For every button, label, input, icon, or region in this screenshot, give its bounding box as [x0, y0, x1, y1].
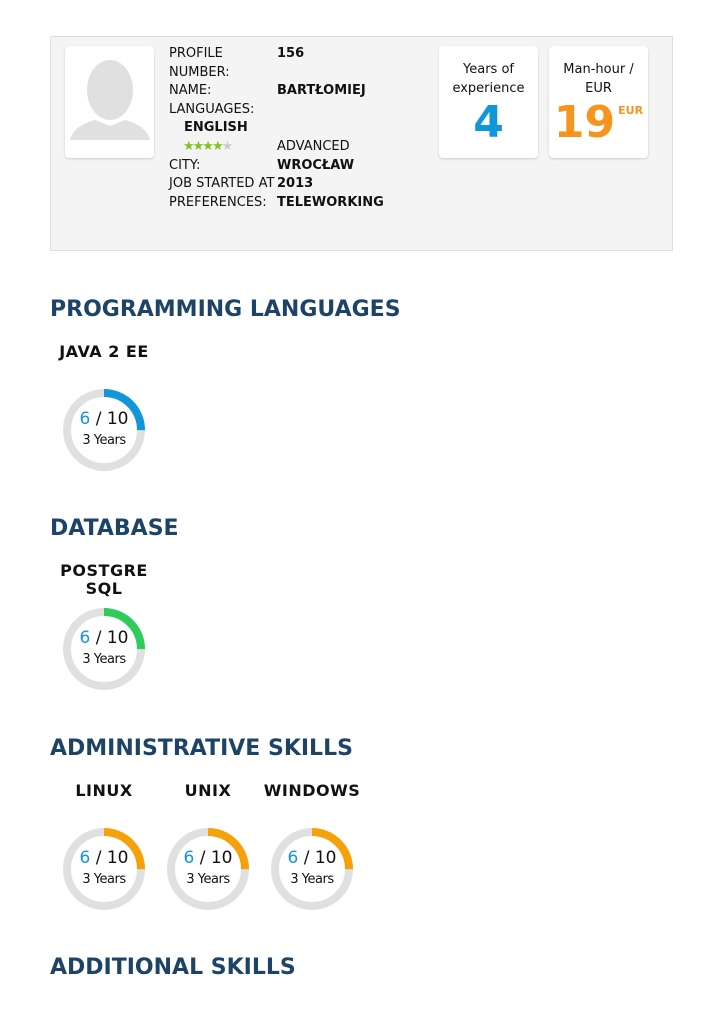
progress-ring	[271, 828, 353, 910]
skill-score: 6	[287, 848, 299, 868]
skill-name: JAVA 2 EE	[59, 342, 149, 361]
skill-name: WINDOWS	[263, 781, 361, 800]
value-city: WROCŁAW	[277, 157, 355, 173]
progress-ring	[63, 828, 145, 910]
rate-box: Man-hour / EUR 19 EUR	[549, 46, 648, 158]
section-heading: PROGRAMMING LANGUAGES	[50, 297, 401, 322]
label-city: CITY:	[169, 157, 201, 173]
star-empty-icon: ★	[221, 138, 234, 154]
value-name: BARTŁOMIEJ	[277, 83, 366, 99]
profile-card: PROFILE NUMBER: 156 NAME: BARTŁOMIEJ LANGU…	[50, 36, 673, 251]
skill-years: 3 Years	[186, 872, 230, 887]
label-preferences: PREFERENCES:	[169, 194, 267, 210]
section-heading: DATABASE	[50, 516, 179, 541]
skill-name: UNIX	[184, 781, 232, 800]
skill-item: UNIX 6 / 10 3 Years	[158, 782, 258, 912]
language-name: ENGLISH	[184, 120, 248, 136]
profile-info: PROFILE NUMBER: 156 NAME: BARTŁOMIEJ LANGU…	[169, 45, 429, 212]
value-profile-number: 156	[277, 46, 305, 61]
skill-years: 3 Years	[290, 872, 334, 887]
skill-ring: 6 / 10 3 Years	[269, 826, 355, 912]
skill-max: / 10	[303, 848, 337, 868]
ring-fill	[63, 389, 145, 471]
rate-currency: EUR	[618, 104, 644, 117]
label-job-started: JOB STARTED AT	[169, 176, 275, 192]
label-languages: LANGUAGES:	[169, 101, 255, 117]
progress-ring	[63, 608, 145, 690]
skill-max: / 10	[95, 848, 129, 868]
ring-fill	[167, 828, 249, 910]
value-preferences: TELEWORKING	[277, 194, 384, 210]
experience-value: 4	[473, 97, 504, 148]
skill-ring: 6 / 10 3 Years	[61, 606, 147, 692]
skill-name: POSTGRE SQL	[60, 561, 148, 598]
progress-ring	[167, 828, 249, 910]
skill-ring: 6 / 10 3 Years	[61, 826, 147, 912]
person-placeholder-icon	[70, 60, 150, 140]
language-level: ADVANCED	[277, 138, 350, 154]
skill-max: / 10	[199, 848, 233, 868]
rate-value: 19	[553, 97, 616, 148]
skill-years: 3 Years	[82, 652, 126, 667]
skill-name: LINUX	[75, 781, 133, 800]
star-rating: ★★★★★	[169, 138, 277, 157]
section-heading: ADDITIONAL SKILLS	[50, 955, 296, 980]
value-job-started: 2013	[277, 176, 314, 192]
skill-item: WINDOWS 6 / 10 3 Years	[262, 782, 362, 912]
experience-label: Years of experience	[452, 62, 525, 96]
avatar	[65, 46, 154, 158]
skill-max: / 10	[95, 628, 129, 648]
skill-score: 6	[79, 409, 91, 429]
label-name: NAME:	[169, 83, 212, 99]
label-profile-number: PROFILE NUMBER:	[169, 46, 230, 80]
progress-ring	[63, 389, 145, 471]
skill-max: / 10	[95, 409, 129, 429]
rate-label: Man-hour / EUR	[563, 62, 634, 96]
skill-ring: 6 / 10 3 Years	[165, 826, 251, 912]
ring-fill	[271, 828, 353, 910]
skill-score: 6	[79, 848, 91, 868]
skill-score: 6	[183, 848, 195, 868]
skill-item: POSTGRE SQL 6 / 10 3 Years	[54, 562, 154, 692]
ring-fill	[63, 608, 145, 690]
skill-years: 3 Years	[82, 433, 126, 448]
experience-box: Years of experience 4	[439, 46, 538, 158]
skill-item: JAVA 2 EE 6 / 10 3 Years	[54, 343, 154, 473]
section-heading: ADMINISTRATIVE SKILLS	[50, 736, 353, 761]
skill-years: 3 Years	[82, 872, 126, 887]
star-icon: ★★★★	[183, 138, 224, 154]
skill-item: LINUX 6 / 10 3 Years	[54, 782, 154, 912]
skill-score: 6	[79, 628, 91, 648]
ring-fill	[63, 828, 145, 910]
skill-ring: 6 / 10 3 Years	[61, 387, 147, 473]
